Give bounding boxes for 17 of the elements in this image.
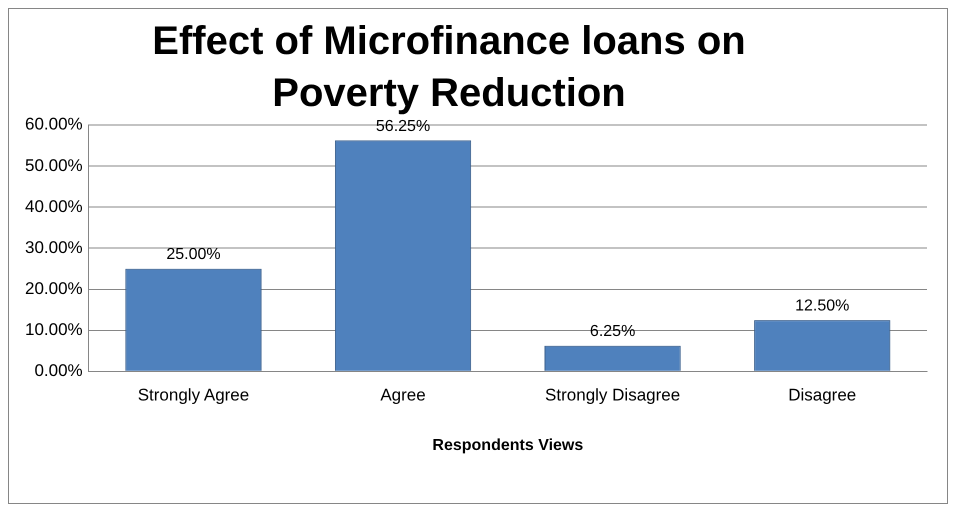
y-tick-label: 0.00%: [34, 361, 83, 380]
y-tick-label: 50.00%: [24, 156, 83, 175]
x-tick-label: Disagree: [788, 385, 856, 404]
y-tick-label: 60.00%: [24, 114, 83, 134]
x-tick-label: Agree: [380, 385, 426, 404]
data-label: 56.25%: [376, 118, 430, 135]
y-tick-label: 30.00%: [24, 238, 83, 257]
x-tick-label: Strongly Agree: [138, 385, 250, 404]
data-label: 6.25%: [590, 323, 636, 340]
x-tick-label: Strongly Disagree: [545, 385, 680, 404]
x-axis-title: Respondents Views: [432, 436, 584, 454]
data-label: 25.00%: [166, 246, 221, 264]
chart-title: Effect of Microfinance loans on Poverty Reduction: [151, 18, 747, 117]
y-tick-label: 20.00%: [24, 278, 83, 298]
y-tick-label: 10.00%: [24, 320, 83, 340]
data-label: 12.50%: [795, 297, 850, 314]
y-tick-label: 40.00%: [24, 196, 83, 216]
